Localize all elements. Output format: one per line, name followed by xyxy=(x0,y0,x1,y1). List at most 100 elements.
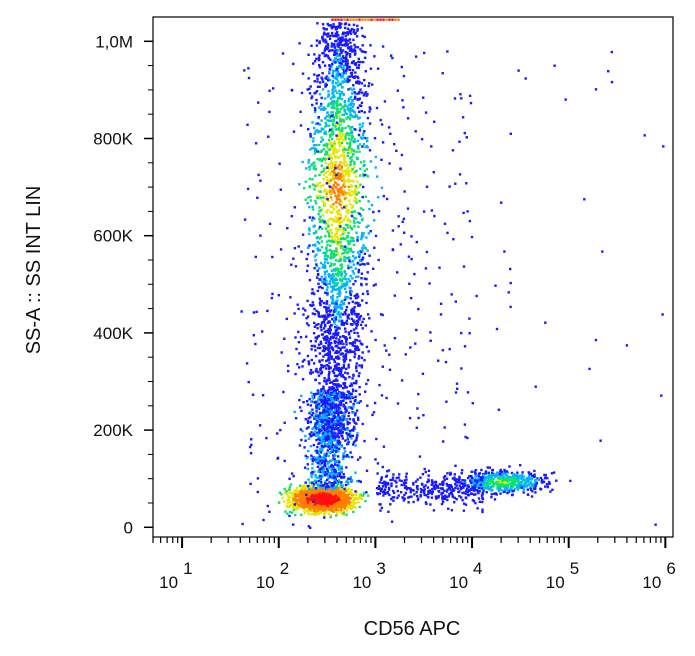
data-point xyxy=(298,495,301,498)
data-point xyxy=(352,140,355,143)
data-point xyxy=(336,296,339,299)
data-point xyxy=(533,473,536,476)
data-point xyxy=(354,92,357,95)
data-point xyxy=(340,39,343,42)
data-point xyxy=(350,27,354,31)
data-point xyxy=(331,34,334,37)
data-point xyxy=(335,100,339,103)
data-point xyxy=(307,512,310,516)
data-point xyxy=(345,204,348,207)
data-point xyxy=(485,491,488,494)
data-point xyxy=(340,368,343,371)
data-point xyxy=(365,382,368,386)
data-point xyxy=(348,417,352,421)
data-point xyxy=(329,493,332,497)
data-point xyxy=(294,513,297,517)
data-point xyxy=(338,442,341,445)
data-point xyxy=(292,503,295,506)
data-point xyxy=(342,70,346,73)
data-point xyxy=(342,303,346,306)
data-point xyxy=(323,464,326,467)
data-point xyxy=(349,329,353,333)
data-point xyxy=(308,92,312,95)
data-point xyxy=(328,173,331,176)
data-point xyxy=(380,186,384,189)
data-point xyxy=(338,131,341,135)
data-point xyxy=(330,388,333,391)
data-point xyxy=(323,494,327,497)
data-point xyxy=(330,223,334,227)
data-point xyxy=(335,81,338,85)
data-point xyxy=(331,370,335,373)
data-point xyxy=(349,202,352,206)
data-point xyxy=(364,324,367,327)
data-point xyxy=(342,501,345,504)
data-point xyxy=(328,282,331,286)
data-point xyxy=(329,280,332,283)
data-point xyxy=(373,246,376,249)
data-point xyxy=(288,491,291,495)
data-point xyxy=(320,401,323,404)
data-point xyxy=(366,249,369,252)
data-point xyxy=(343,109,346,112)
data-point xyxy=(339,154,342,157)
data-point xyxy=(361,173,365,176)
data-point xyxy=(336,299,339,302)
data-point xyxy=(359,493,362,496)
data-point xyxy=(305,322,309,325)
data-point xyxy=(340,420,343,423)
data-point xyxy=(298,406,302,409)
data-point xyxy=(322,413,325,416)
data-point xyxy=(331,95,334,99)
data-point xyxy=(350,312,354,316)
data-point xyxy=(326,286,329,289)
data-point xyxy=(343,506,347,510)
data-point xyxy=(360,250,363,254)
data-point xyxy=(323,514,326,518)
data-point xyxy=(336,252,340,256)
data-point xyxy=(319,261,323,265)
data-point xyxy=(317,450,320,453)
data-point xyxy=(283,487,286,491)
data-point xyxy=(320,388,323,391)
data-point xyxy=(336,393,339,396)
data-point xyxy=(309,410,312,414)
data-point xyxy=(315,434,318,437)
data-point xyxy=(329,166,332,169)
data-point xyxy=(347,366,350,369)
data-point xyxy=(331,318,334,321)
data-point xyxy=(296,487,299,490)
data-point xyxy=(347,501,350,504)
data-point xyxy=(464,481,467,484)
data-point xyxy=(341,282,344,286)
data-point xyxy=(321,80,325,83)
data-point xyxy=(314,490,317,493)
data-point xyxy=(324,485,328,488)
data-point xyxy=(355,324,359,327)
data-point xyxy=(329,405,332,409)
data-point xyxy=(353,160,356,164)
data-point xyxy=(351,310,355,313)
data-point xyxy=(340,303,343,307)
data-point xyxy=(342,492,346,495)
data-point xyxy=(311,467,314,470)
data-point xyxy=(331,347,334,350)
data-point xyxy=(338,220,341,224)
data-point xyxy=(352,216,356,220)
data-point xyxy=(321,359,324,362)
data-point xyxy=(335,151,338,154)
data-point xyxy=(337,80,340,83)
data-point xyxy=(357,302,360,305)
data-point xyxy=(316,335,319,339)
data-point xyxy=(317,460,320,463)
data-point xyxy=(549,490,552,493)
data-point xyxy=(506,471,510,474)
data-point xyxy=(337,134,340,137)
data-point xyxy=(302,489,305,493)
data-point xyxy=(328,381,332,384)
data-point xyxy=(344,136,347,139)
data-point xyxy=(329,253,333,256)
data-point xyxy=(347,390,351,393)
data-point xyxy=(351,270,354,273)
data-point xyxy=(295,347,298,351)
